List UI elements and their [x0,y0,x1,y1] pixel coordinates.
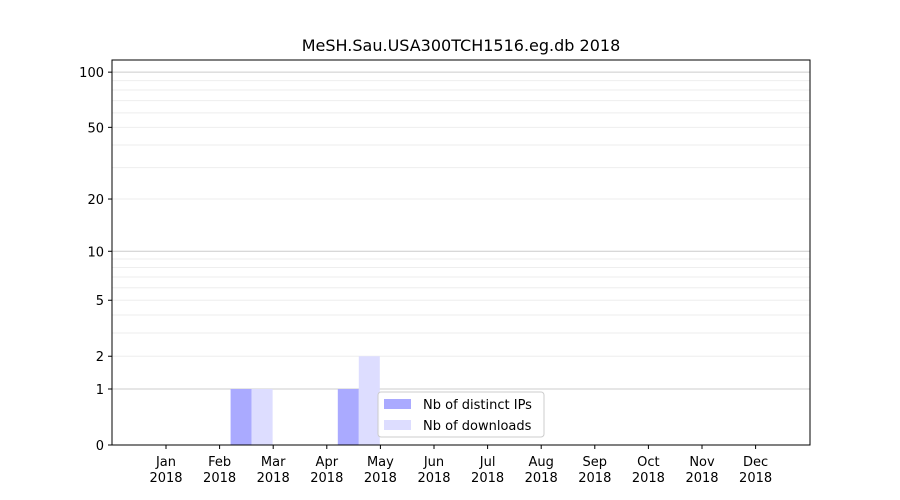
x-tick-label-month: Aug [529,455,554,470]
y-tick-label: 10 [87,245,104,260]
x-tick-label-year: 2018 [310,471,343,486]
bar-ips [337,389,359,445]
plot-frame [111,59,811,446]
y-tick-label: 50 [87,121,104,136]
legend-box [377,391,545,438]
y-axis: 0 1 2 5 10 20 50 100 [79,66,112,454]
x-tick-label-year: 2018 [257,471,290,486]
y-tick-label: 2 [96,350,104,365]
x-tick-label-month: May [367,455,394,470]
x-tick-label-year: 2018 [364,471,397,486]
x-tick-label-month: Apr [316,455,339,470]
y-tick-label: 20 [87,193,104,208]
x-tick-label-year: 2018 [685,471,718,486]
y-tick-label: 1 [96,383,104,398]
x-tick-label-month: Jul [479,455,496,470]
x-tick-label-year: 2018 [739,471,772,486]
bar-downloads [251,389,273,445]
x-tick-label-year: 2018 [632,471,665,486]
x-tick-label-month: Jun [423,455,444,470]
bar-ips [230,389,252,445]
bar-downloads [358,356,380,445]
legend-label: Nb of distinct IPs [423,398,532,413]
y-tick-label: 100 [79,66,104,81]
x-tick-label-month: Feb [208,455,231,470]
y-tick-label: 0 [96,439,104,454]
x-tick-label-year: 2018 [203,471,236,486]
x-tick-label-month: Nov [689,455,715,470]
legend-label: Nb of downloads [423,419,532,434]
x-tick-label-month: Mar [261,455,286,470]
legend-swatch [384,420,411,430]
x-tick-label-month: Sep [583,455,608,470]
bars [230,356,380,445]
x-tick-label-year: 2018 [578,471,611,486]
x-tick-label-month: Jan [155,455,176,470]
x-tick-label-year: 2018 [149,471,182,486]
x-tick-label-month: Oct [637,455,659,470]
x-tick-label-month: Dec [743,455,768,470]
chart-title: MeSH.Sau.USA300TCH1516.eg.db 2018 [302,36,621,55]
legend: Nb of distinct IPs Nb of downloads [377,391,545,438]
x-tick-label-year: 2018 [417,471,450,486]
gridlines [112,71,810,390]
x-axis: Jan2018Feb2018Mar2018Apr2018May2018Jun20… [149,445,772,486]
legend-swatch [384,399,411,409]
x-tick-label-year: 2018 [525,471,558,486]
y-tick-label: 5 [96,294,104,309]
x-tick-label-year: 2018 [471,471,504,486]
